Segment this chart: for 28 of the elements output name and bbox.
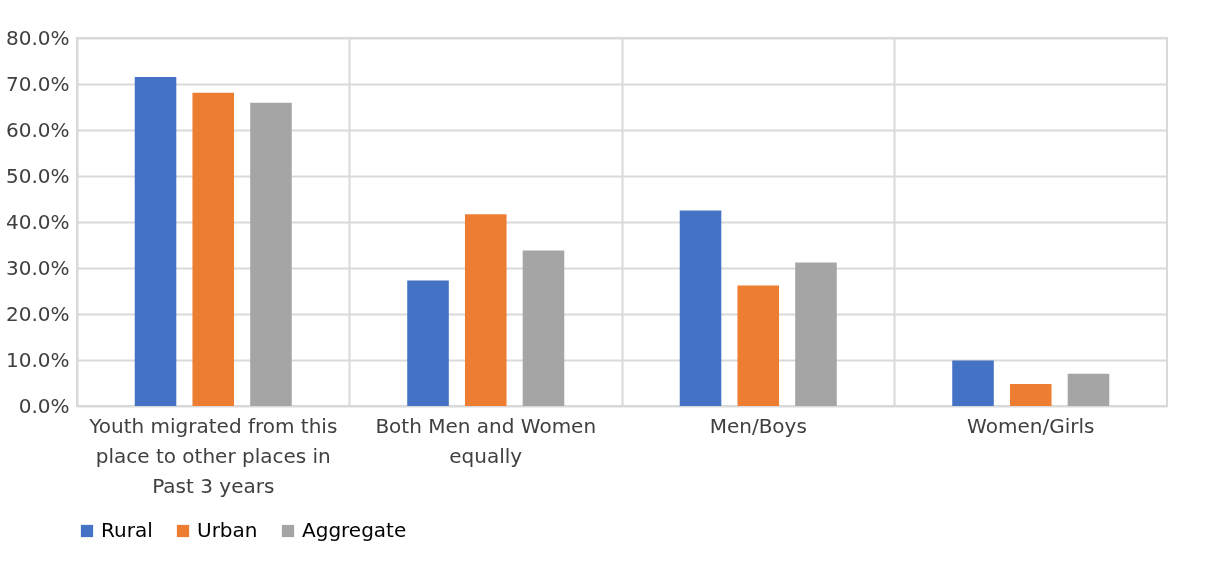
bar <box>250 102 292 406</box>
legend-label: Urban <box>197 518 258 542</box>
bar <box>679 210 722 406</box>
bar <box>522 250 565 406</box>
x-tick-label: Men/Boys <box>709 413 807 438</box>
bar <box>407 280 449 406</box>
bar <box>795 262 837 406</box>
y-tick-label: 50.0% <box>5 163 70 188</box>
y-tick-label: 60.0% <box>5 117 70 142</box>
y-tick-label: 80.0% <box>5 25 70 50</box>
x-tick-label: Women/Girls <box>967 413 1095 438</box>
bar <box>1067 373 1110 406</box>
y-tick-label: 70.0% <box>5 71 70 96</box>
y-tick-label: 30.0% <box>5 255 70 280</box>
x-tick-label: Youth migrated from this place to other places in Past 3 years <box>88 413 338 498</box>
legend-label: Rural <box>101 518 153 542</box>
legend-label: Aggregate <box>302 518 407 542</box>
bar <box>1009 383 1052 406</box>
bar <box>192 92 235 406</box>
bar <box>134 77 177 406</box>
bar <box>464 214 507 406</box>
y-tick-label: 0.0% <box>18 393 70 418</box>
x-tick-label: Both Men and Women equally <box>375 413 597 468</box>
bar <box>952 360 994 406</box>
y-tick-label: 40.0% <box>5 209 70 234</box>
y-tick-label: 10.0% <box>5 347 70 372</box>
y-tick-label: 20.0% <box>5 301 70 326</box>
bar <box>737 285 780 406</box>
